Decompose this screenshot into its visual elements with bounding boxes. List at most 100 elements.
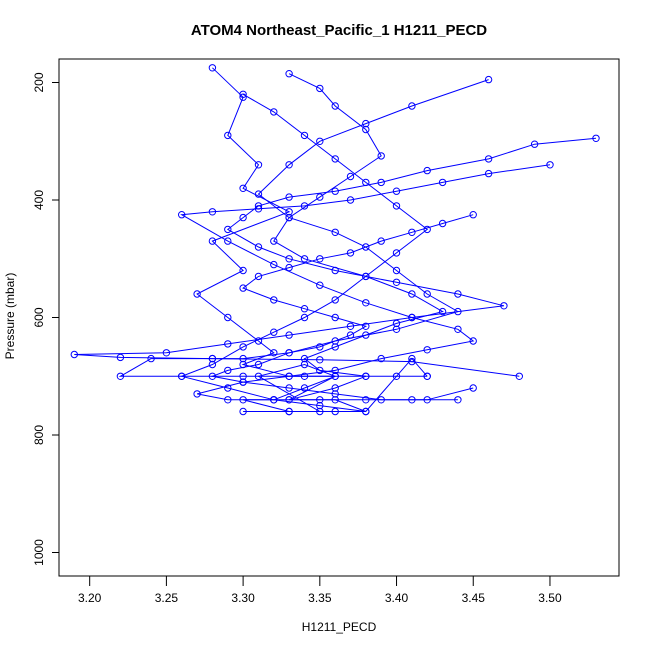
data-point — [224, 366, 232, 375]
y-tick-label: 600 — [32, 307, 46, 327]
data-point — [254, 272, 263, 281]
data-point — [224, 384, 232, 392]
data-point — [178, 211, 186, 219]
data-point — [515, 372, 523, 380]
data-point — [116, 372, 125, 380]
data-point — [208, 360, 217, 369]
data-point — [316, 356, 324, 364]
data-point — [300, 313, 309, 322]
data-point — [392, 325, 401, 333]
data-point — [346, 249, 355, 257]
data-point — [408, 290, 416, 298]
data-point — [239, 184, 247, 193]
data-point — [438, 178, 447, 187]
y-tick-label: 1000 — [32, 539, 46, 566]
data-point — [316, 343, 324, 351]
data-point — [408, 313, 416, 322]
data-point — [208, 208, 217, 216]
x-tick-label: 3.35 — [308, 591, 332, 605]
data-point — [423, 166, 431, 175]
data-point — [346, 196, 355, 204]
data-point — [270, 396, 278, 404]
data-point — [331, 343, 339, 351]
data-point — [285, 384, 293, 392]
data-point — [484, 75, 493, 84]
data-point — [316, 84, 324, 93]
data-point — [239, 266, 247, 275]
data-point — [331, 407, 339, 416]
data-point — [546, 161, 554, 169]
data-point — [454, 325, 462, 333]
data-point — [362, 331, 370, 339]
data-point — [270, 328, 278, 336]
data-point — [331, 102, 339, 110]
data-point — [423, 372, 431, 380]
data-point — [300, 360, 309, 369]
data-point — [592, 134, 600, 143]
x-tick-label: 3.50 — [538, 591, 562, 605]
data-point — [392, 187, 401, 195]
data-point — [346, 322, 355, 330]
data-point — [270, 349, 278, 357]
y-tick-label: 200 — [32, 72, 46, 92]
data-point — [469, 337, 477, 345]
y-tick-label: 400 — [32, 190, 46, 210]
data-point — [300, 202, 309, 210]
y-tick-label: 800 — [32, 425, 46, 445]
data-point — [239, 343, 247, 351]
data-point — [285, 161, 293, 169]
data-point — [300, 305, 309, 313]
data-point — [530, 140, 539, 148]
data-point — [239, 378, 247, 386]
data-point — [224, 225, 232, 234]
series-5 — [178, 161, 554, 404]
series-line — [180, 93, 429, 412]
data-point — [316, 255, 324, 263]
data-point — [454, 396, 462, 404]
series-line — [180, 164, 551, 401]
data-point — [285, 263, 293, 272]
data-point — [362, 407, 370, 416]
data-point — [331, 155, 339, 163]
data-point — [70, 350, 79, 359]
data-point — [239, 284, 247, 292]
data-point — [392, 278, 401, 286]
series-7 — [178, 90, 431, 416]
data-point — [423, 225, 431, 234]
data-point — [224, 396, 232, 404]
data-point — [377, 178, 385, 187]
data-point — [254, 360, 263, 369]
x-axis: 3.20 3.25 3.30 3.35 3.40 3.45 3.50 — [78, 575, 562, 605]
data-point — [331, 337, 339, 345]
data-point — [377, 152, 385, 160]
data-point — [392, 202, 401, 210]
data-point — [469, 384, 477, 392]
x-tick-label: 3.40 — [385, 591, 409, 605]
data-point — [147, 354, 155, 363]
data-point — [285, 193, 293, 201]
data-point — [270, 260, 278, 269]
data-point — [408, 102, 416, 110]
data-point — [392, 249, 401, 257]
data-point — [500, 302, 508, 310]
y-axis-label: Pressure (mbar) — [3, 273, 17, 360]
data-point — [377, 237, 385, 245]
data-point — [270, 108, 278, 116]
data-point — [285, 349, 293, 357]
data-point — [316, 366, 324, 375]
data-point — [346, 172, 355, 181]
series-3 — [116, 75, 493, 380]
data-point — [316, 401, 324, 410]
data-point — [331, 313, 339, 322]
data-point — [469, 211, 477, 219]
data-point — [377, 354, 385, 363]
data-point — [362, 322, 370, 330]
data-point — [300, 372, 309, 380]
data-point — [239, 93, 247, 101]
data-point — [484, 169, 493, 178]
data-point — [484, 155, 493, 163]
data-point — [300, 384, 309, 392]
x-tick-label: 3.30 — [231, 591, 255, 605]
